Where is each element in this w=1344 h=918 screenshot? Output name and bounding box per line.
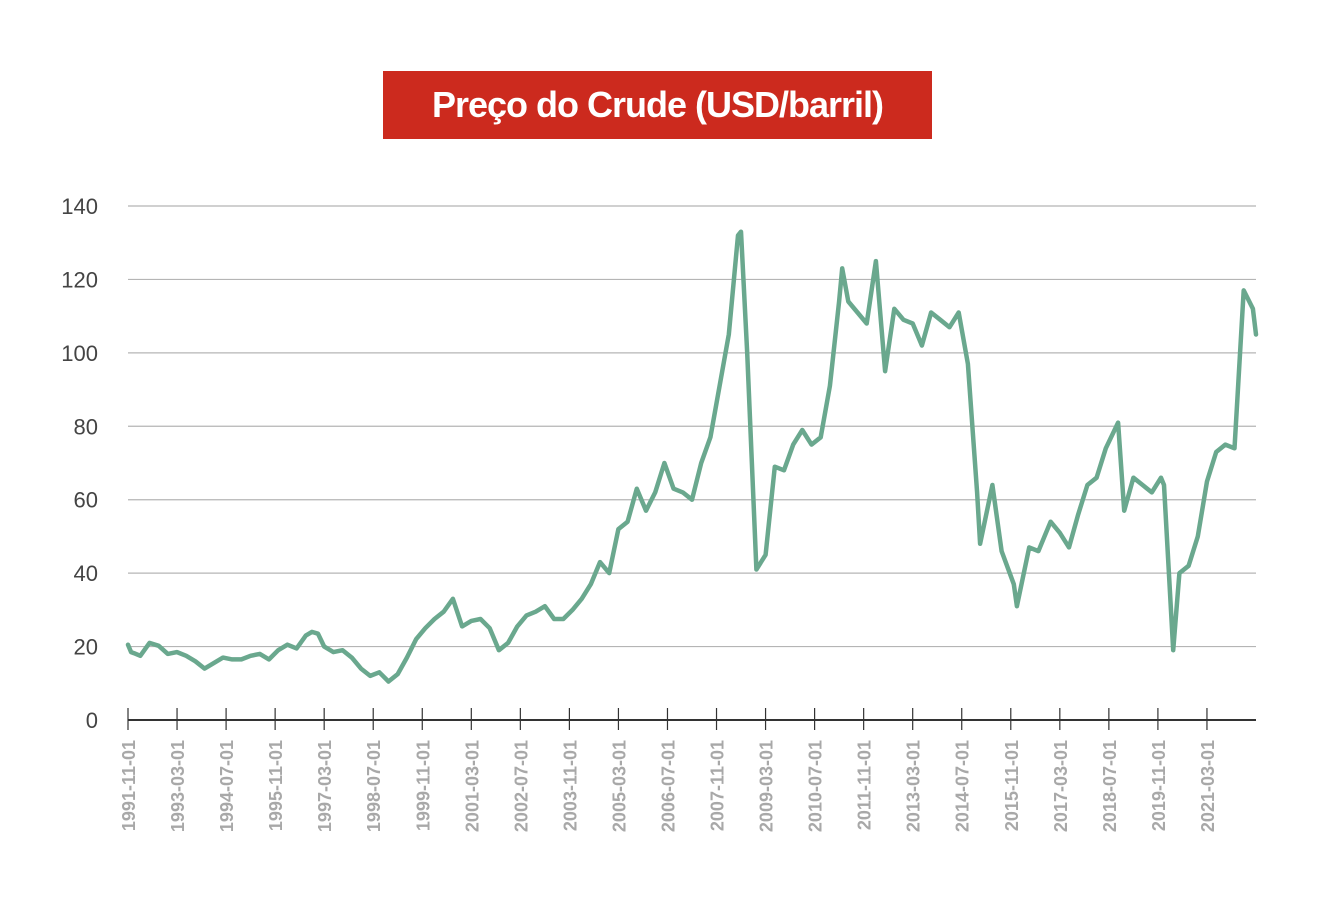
x-tick-label: 1998-07-01 (364, 740, 384, 832)
x-tick-label: 2021-03-01 (1198, 740, 1218, 832)
series-line (125, 229, 1259, 684)
x-tick-label: 2017-03-01 (1051, 740, 1071, 832)
x-tick-label: 1994-07-01 (217, 740, 237, 832)
x-tick-label: 2011-11-01 (855, 740, 875, 830)
x-tick-label: 2015-11-01 (1002, 740, 1022, 831)
y-tick-label: 60 (74, 488, 98, 513)
x-tick-label: 1999-11-01 (413, 740, 433, 831)
y-tick-label: 120 (61, 267, 98, 292)
x-tick-label: 1995-11-01 (266, 740, 286, 831)
y-tick-label: 20 (74, 635, 98, 660)
chart-title-text: Preço do Crude (USD/barril) (431, 84, 884, 125)
x-tick-label: 2007-11-01 (708, 740, 728, 831)
x-tick-label: 1991-11-01 (119, 740, 139, 831)
x-tick-label: 2003-11-01 (560, 740, 580, 831)
gridlines (128, 205, 1256, 648)
x-tick-label: 2013-03-01 (904, 740, 924, 832)
x-tick-label: 2002-07-01 (511, 740, 531, 832)
plot-area (125, 229, 1259, 684)
x-tick-label: 2019-11-01 (1149, 740, 1169, 831)
x-tick-label: 2005-03-01 (609, 740, 629, 832)
y-tick-labels: 0 20 40 60 80 100 120 140 (61, 194, 98, 733)
x-tick-label: 2001-03-01 (462, 740, 482, 832)
y-tick-label: 0 (86, 708, 98, 733)
x-tick-label: 1993-03-01 (168, 740, 188, 832)
x-tick-label: 2006-07-01 (658, 740, 678, 832)
x-tick-label: 2018-07-01 (1100, 740, 1120, 832)
chart-title: Preço do Crude (USD/barril) (383, 71, 932, 139)
x-tick-label: 1997-03-01 (315, 740, 335, 832)
y-tick-label: 40 (74, 561, 98, 586)
y-tick-label: 140 (61, 194, 98, 219)
x-axis (127, 708, 1256, 730)
y-tick-label: 100 (61, 341, 98, 366)
x-tick-label: 2009-03-01 (757, 740, 777, 832)
x-tick-label: 2014-07-01 (953, 740, 973, 832)
y-tick-label: 80 (74, 414, 98, 439)
x-tick-labels: 1991-11-01 1993-03-01 1994-07-01 1995-11-01… (119, 740, 1218, 832)
x-tick-label: 2010-07-01 (806, 740, 826, 832)
